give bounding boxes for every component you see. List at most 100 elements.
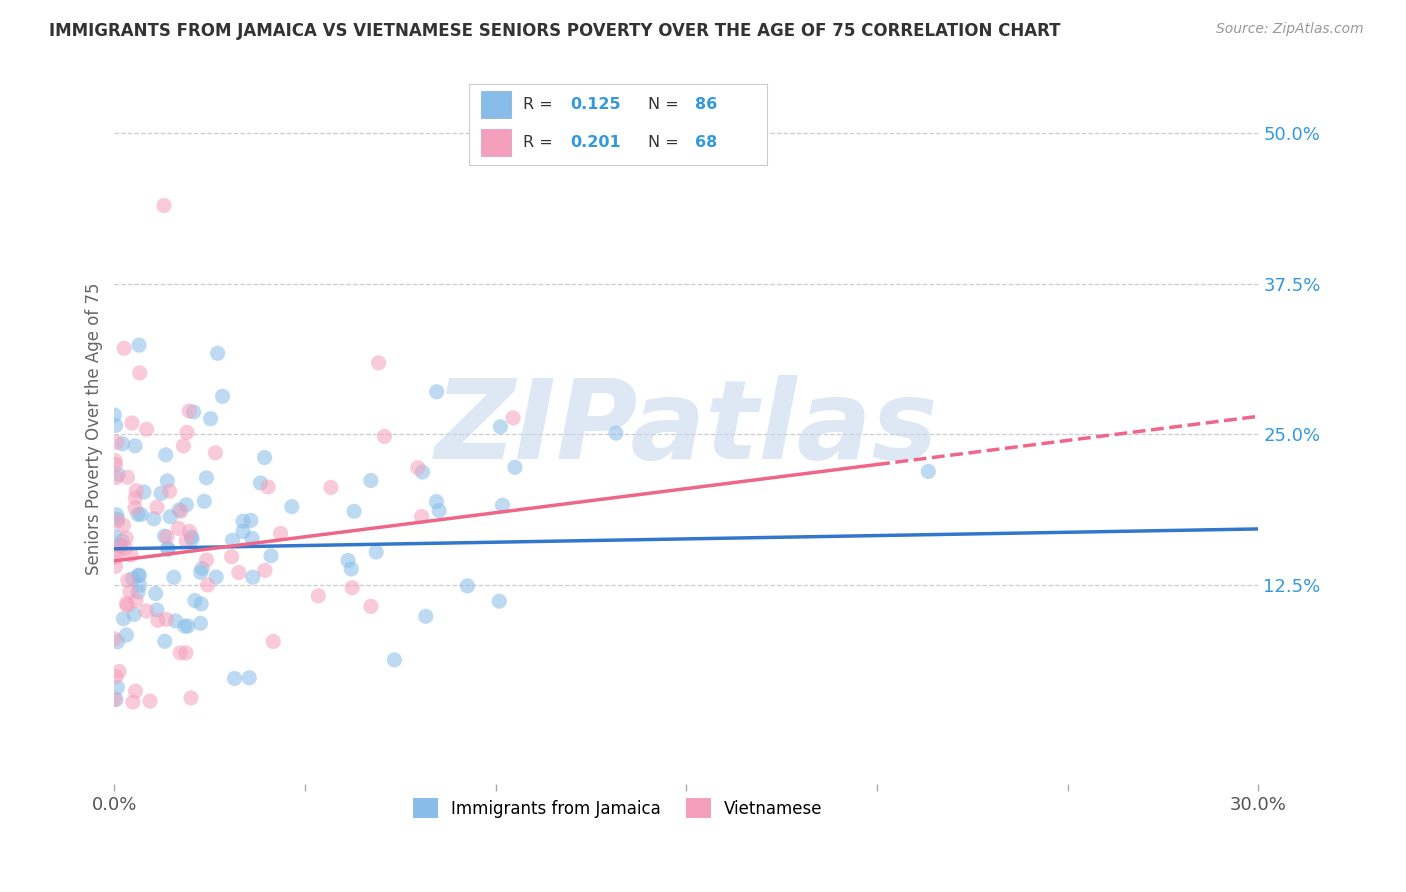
- Point: [110, 539, 132, 553]
- Point: [190, 566, 212, 580]
- Point: [125, 483, 148, 498]
- Point: [159, 484, 181, 499]
- Point: [122, 607, 145, 622]
- Point: [342, 581, 364, 595]
- Point: [193, 494, 215, 508]
- Y-axis label: Seniors Poverty Over the Age of 75: Seniors Poverty Over the Age of 75: [86, 282, 103, 574]
- Point: [488, 594, 510, 608]
- Point: [238, 671, 260, 685]
- Point: [124, 439, 146, 453]
- Point: [111, 533, 134, 548]
- Point: [117, 470, 139, 484]
- Point: [406, 460, 429, 475]
- Point: [426, 384, 449, 399]
- Point: [104, 550, 127, 565]
- Point: [120, 548, 142, 562]
- Point: [177, 619, 200, 633]
- Point: [156, 474, 179, 488]
- Point: [128, 338, 150, 352]
- Point: [360, 474, 382, 488]
- Point: [112, 518, 135, 533]
- Point: [107, 634, 129, 648]
- Point: [253, 450, 276, 465]
- Point: [111, 437, 134, 451]
- Point: [105, 470, 128, 484]
- Point: [107, 545, 129, 559]
- Point: [159, 509, 181, 524]
- Point: [107, 467, 129, 482]
- Point: [128, 578, 150, 592]
- Point: [366, 545, 388, 559]
- Point: [167, 503, 190, 517]
- Point: [112, 341, 135, 355]
- Point: [180, 530, 202, 544]
- Point: [191, 561, 214, 575]
- Point: [360, 599, 382, 614]
- Point: [165, 614, 187, 628]
- Point: [172, 439, 194, 453]
- Point: [207, 346, 229, 360]
- Point: [108, 665, 131, 679]
- Point: [502, 410, 524, 425]
- Point: [127, 508, 149, 522]
- Point: [153, 634, 176, 648]
- Point: [211, 389, 233, 403]
- Point: [146, 500, 169, 515]
- Point: [104, 453, 127, 467]
- Point: [204, 446, 226, 460]
- Point: [115, 628, 138, 642]
- Point: [124, 500, 146, 515]
- Point: [114, 541, 136, 556]
- Point: [270, 526, 292, 541]
- Point: [105, 435, 128, 450]
- Point: [156, 530, 179, 544]
- Point: [105, 508, 128, 522]
- Point: [115, 596, 138, 610]
- Point: [425, 494, 447, 508]
- Point: [337, 553, 360, 567]
- Point: [605, 426, 627, 441]
- Point: [200, 411, 222, 425]
- Point: [170, 504, 193, 518]
- Text: Source: ZipAtlas.com: Source: ZipAtlas.com: [1216, 22, 1364, 37]
- Point: [224, 672, 246, 686]
- Point: [146, 603, 169, 617]
- Point: [174, 646, 197, 660]
- Point: [155, 612, 177, 626]
- Point: [174, 533, 197, 548]
- Point: [221, 549, 243, 564]
- Point: [491, 498, 513, 512]
- Point: [190, 616, 212, 631]
- Point: [179, 404, 201, 418]
- Point: [115, 531, 138, 545]
- Point: [253, 563, 276, 577]
- Point: [415, 609, 437, 624]
- Point: [169, 646, 191, 660]
- Point: [124, 491, 146, 505]
- Point: [105, 514, 128, 528]
- Point: [107, 512, 129, 526]
- Point: [128, 366, 150, 380]
- Point: [163, 570, 186, 584]
- Point: [228, 566, 250, 580]
- Legend: Immigrants from Jamaica, Vietnamese: Immigrants from Jamaica, Vietnamese: [406, 791, 830, 825]
- Point: [176, 425, 198, 440]
- Point: [118, 585, 141, 599]
- Point: [135, 422, 157, 436]
- Point: [917, 465, 939, 479]
- Point: [105, 670, 128, 684]
- Point: [156, 542, 179, 557]
- Point: [240, 532, 263, 546]
- Point: [156, 541, 179, 556]
- Point: [239, 513, 262, 527]
- Point: [128, 568, 150, 582]
- Point: [456, 579, 478, 593]
- Point: [142, 512, 165, 526]
- Point: [340, 562, 363, 576]
- Point: [307, 589, 329, 603]
- Point: [121, 416, 143, 430]
- Point: [139, 694, 162, 708]
- Point: [503, 460, 526, 475]
- Point: [373, 429, 395, 443]
- Point: [249, 475, 271, 490]
